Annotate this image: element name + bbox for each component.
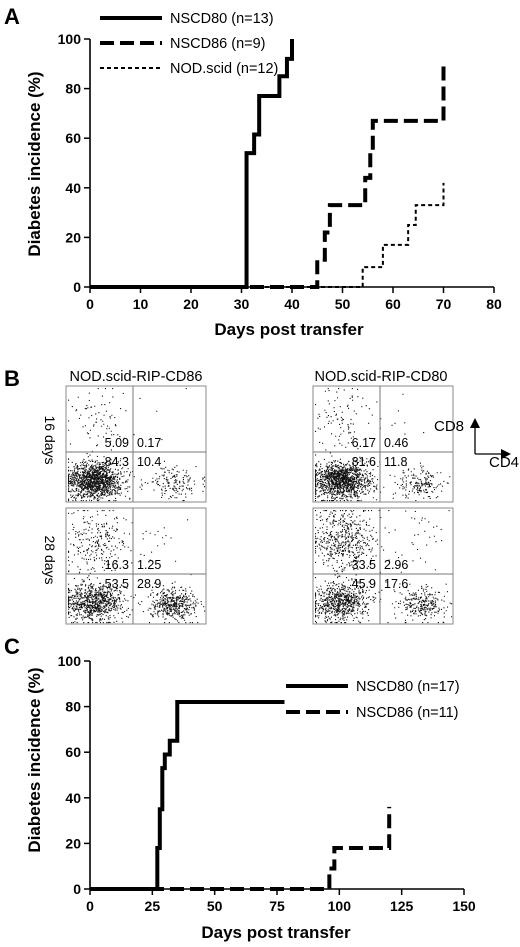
- chart-c: 0 20 40 60 80 100 0 25 50 75 100 125 150 NSCD80 (n=1…: [25, 653, 476, 942]
- x-tick-label: 125: [390, 898, 414, 914]
- series-line-1: [90, 700, 285, 891]
- legend-label-2: NSCD86 (n=11): [356, 705, 458, 721]
- chart-c-legend: NSCD80 (n=17) NSCD86 (n=11): [286, 679, 460, 721]
- legend-label-1: NSCD80 (n=17): [356, 679, 460, 695]
- flow-events: [315, 510, 453, 624]
- quadrant-lower-right-value: 10.4: [137, 455, 161, 469]
- y-tick-label: 60: [65, 744, 81, 760]
- quadrant-upper-right-value: 2.96: [384, 558, 408, 572]
- quadrant-upper-left-value: 16.3: [105, 558, 129, 572]
- flow-plot-3: 16.3 1.25 53.5 28.9: [65, 507, 207, 625]
- x-tick-label: 70: [436, 296, 452, 312]
- y-tick-label: 40: [65, 180, 81, 196]
- quadrant-upper-left-value: 33.5: [352, 558, 376, 572]
- flow-plot-4: 33.5 2.96 45.9 17.6: [312, 507, 454, 625]
- x-tick-label: 20: [183, 296, 199, 312]
- quadrant-upper-right-value: 1.25: [137, 558, 161, 572]
- panel-letter-a: A: [4, 4, 20, 29]
- flow-plot-frame: [65, 385, 207, 503]
- chart-c-y-label: Diabetes incidence (%): [25, 667, 44, 852]
- flow-events: [68, 510, 206, 624]
- y-tick-label: 20: [65, 835, 81, 851]
- quadrant-lower-left-value: 84.3: [105, 455, 129, 469]
- panel-letter-b: B: [4, 366, 20, 391]
- flow-plots: 5.09 0.17 84.3 10.4 6.17 0.46 81.6 11.8 16.3 1.25…: [65, 385, 454, 625]
- x-tick-label: 100: [328, 898, 352, 914]
- chart-a: 0 20 40 60 80 100 0 10 20 30 40 50 60 70 80 NSCD80 (n=…: [25, 11, 502, 339]
- y-tick-label: 20: [65, 229, 81, 245]
- chart-a-y-label: Diabetes incidence (%): [25, 71, 44, 256]
- cd4-axis-label: CD4: [489, 454, 519, 471]
- flow-events: [315, 388, 451, 502]
- y-tick-label: 80: [65, 81, 81, 97]
- x-tick-label: 50: [335, 296, 351, 312]
- cd8-axis-label: CD8: [434, 418, 464, 435]
- quadrant-upper-left-value: 6.17: [352, 436, 376, 450]
- flow-plot-frame: [312, 507, 454, 625]
- flow-row-label-28: 28 days: [42, 535, 58, 584]
- x-tick-label: 60: [385, 296, 401, 312]
- series-line-3: [90, 182, 445, 288]
- quadrant-upper-right-value: 0.46: [384, 436, 408, 450]
- quadrant-lower-right-value: 17.6: [384, 577, 408, 591]
- panel-letter-c: C: [4, 634, 20, 659]
- chart-c-x-label: Days post transfer: [201, 923, 351, 942]
- legend-label-2: NSCD86 (n=9): [170, 36, 266, 52]
- quadrant-upper-left-value: 5.09: [105, 436, 129, 450]
- y-tick-label: 40: [65, 790, 81, 806]
- flow-column-title-cd86: NOD.scid-RIP-CD86: [70, 369, 203, 385]
- y-tick-label: 100: [58, 31, 82, 47]
- legend-label-3: NOD.scid (n=12): [170, 61, 278, 77]
- y-tick-label: 0: [73, 279, 81, 295]
- flow-column-title-cd80: NOD.scid-RIP-CD80: [315, 369, 448, 385]
- x-tick-label: 75: [269, 898, 285, 914]
- y-tick-label: 100: [58, 653, 82, 669]
- quadrant-lower-right-value: 11.8: [384, 455, 407, 469]
- flow-row-label-16: 16 days: [42, 415, 58, 464]
- series-line-2: [90, 66, 446, 289]
- y-tick-label: 60: [65, 130, 81, 146]
- x-tick-label: 50: [207, 898, 223, 914]
- x-tick-label: 150: [452, 898, 476, 914]
- chart-c-series: [90, 700, 392, 891]
- x-tick-label: 40: [284, 296, 300, 312]
- x-tick-label: 10: [133, 296, 149, 312]
- x-tick-label: 0: [86, 898, 94, 914]
- flow-plot-2: 6.17 0.46 81.6 11.8: [312, 385, 454, 503]
- series-line-1: [90, 39, 294, 289]
- quadrant-lower-left-value: 53.5: [105, 577, 129, 591]
- chart-a-x-label: Days post transfer: [214, 320, 364, 339]
- flow-events: [68, 388, 206, 502]
- series-line-2: [90, 806, 392, 891]
- quadrant-lower-right-value: 28.9: [137, 577, 161, 591]
- x-tick-label: 0: [86, 296, 94, 312]
- chart-a-axes: 0 20 40 60 80 100 0 10 20 30 40 50 60 70 80: [58, 31, 502, 312]
- y-tick-label: 0: [73, 881, 81, 897]
- legend-label-1: NSCD80 (n=13): [170, 11, 274, 27]
- cd8-arrow-head: [470, 418, 480, 428]
- x-tick-label: 25: [145, 898, 161, 914]
- quadrant-lower-left-value: 81.6: [352, 455, 376, 469]
- chart-a-legend: NSCD80 (n=13) NSCD86 (n=9) NOD.scid (n=12): [100, 11, 278, 77]
- x-tick-label: 80: [486, 296, 502, 312]
- quadrant-lower-left-value: 45.9: [352, 577, 376, 591]
- y-tick-label: 80: [65, 699, 81, 715]
- flow-plot-1: 5.09 0.17 84.3 10.4: [65, 385, 207, 503]
- x-tick-label: 30: [234, 296, 250, 312]
- cd4-arrow-head: [501, 449, 511, 459]
- chart-a-series: [90, 39, 446, 289]
- quadrant-upper-right-value: 0.17: [137, 436, 161, 450]
- flow-panel: NOD.scid-RIP-CD86 NOD.scid-RIP-CD80 16 d…: [42, 369, 519, 625]
